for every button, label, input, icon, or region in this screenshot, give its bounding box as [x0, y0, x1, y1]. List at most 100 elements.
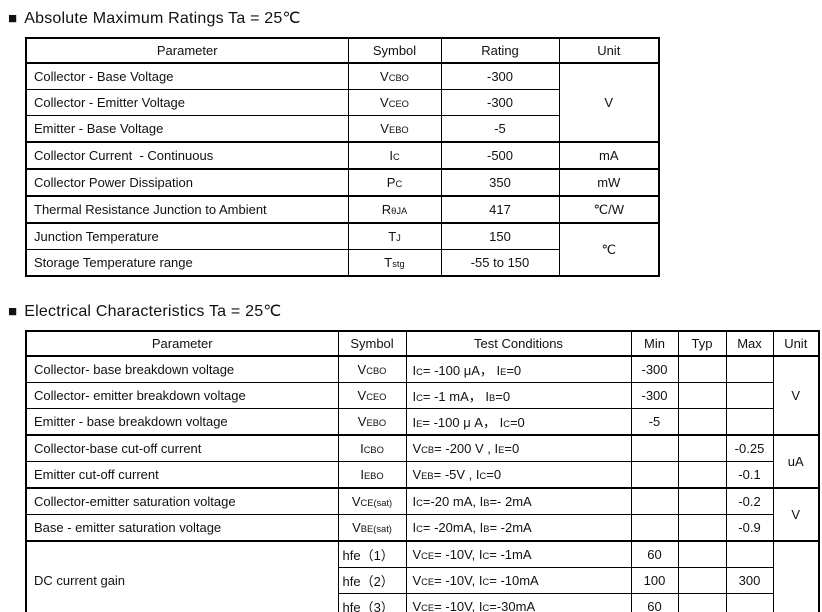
typ-cell: [677, 408, 727, 436]
parameter-cell: Junction Temperature: [25, 222, 349, 250]
min-cell: 60: [630, 593, 679, 612]
typ-cell: [677, 567, 727, 594]
rating-cell: 350: [440, 168, 560, 197]
max-cell: -0.2: [725, 487, 774, 515]
symbol-cell: RθJA: [347, 195, 442, 224]
rating-cell: -300: [440, 89, 560, 116]
table-header-row: Parameter Symbol Test Conditions Min Typ…: [25, 330, 820, 357]
unit-cell: mW: [558, 168, 660, 197]
conditions-cell: IC=-20 mA, IB=- 2mA: [405, 487, 632, 515]
typ-cell: [677, 593, 727, 612]
typ-cell: [677, 434, 727, 462]
rating-cell: -55 to 150: [440, 249, 560, 277]
typ-cell: [677, 540, 727, 568]
unit-cell: V: [772, 487, 820, 542]
symbol-cell: ICBO: [337, 434, 407, 462]
col-header-rating: Rating: [440, 37, 560, 64]
symbol-cell: PC: [347, 168, 442, 197]
symbol-cell: VCBO: [347, 62, 442, 90]
col-header-unit: Unit: [772, 330, 820, 357]
unit-cell: ℃/W: [558, 195, 660, 224]
max-cell: -0.1: [725, 461, 774, 489]
parameter-cell: Collector - Base Voltage: [25, 62, 349, 90]
col-header-unit: Unit: [558, 37, 660, 64]
symbol-cell: VEBO: [337, 408, 407, 436]
electrical-characteristics-table: Parameter Symbol Test Conditions Min Typ…: [25, 330, 820, 612]
table-row: Emitter cut-off current IEBO VEB= -5V , …: [25, 461, 819, 489]
symbol-cell: VCEO: [347, 89, 442, 116]
section-title-absolute-maximum-ratings: ■ Absolute Maximum Ratings Ta = 25℃: [8, 8, 822, 28]
col-header-test-conditions: Test Conditions: [405, 330, 632, 357]
section-bullet-icon: ■: [8, 10, 18, 27]
rating-cell: -500: [440, 141, 560, 170]
rating-cell: 417: [440, 195, 560, 224]
col-header-max: Max: [725, 330, 774, 357]
col-header-parameter: Parameter: [25, 330, 339, 357]
max-cell: [725, 382, 774, 409]
conditions-cell: VCE= -10V, IC=-30mA: [405, 593, 632, 612]
min-cell: [630, 434, 679, 462]
table-row: Collector - Base Voltage VCBO -300 V: [25, 62, 660, 143]
min-cell: -300: [630, 382, 679, 409]
min-cell: [630, 514, 679, 542]
unit-cell: mA: [558, 141, 660, 170]
parameter-cell: Collector Current - Continuous: [25, 141, 349, 170]
typ-cell: [677, 382, 727, 409]
parameter-cell: Emitter - base breakdown voltage: [25, 408, 339, 436]
table-row: hfe（2） VCE= -10V, IC= -10mA 100 300: [26, 567, 819, 594]
max-cell: [725, 540, 774, 568]
conditions-cell: IC= -1 mA， IB=0: [405, 382, 632, 409]
col-header-min: Min: [630, 330, 679, 357]
parameter-cell: Collector - Emitter Voltage: [25, 89, 349, 116]
rating-cell: 150: [440, 222, 560, 250]
absolute-maximum-ratings-table: Parameter Symbol Rating Unit Collector -…: [25, 37, 660, 277]
col-header-parameter: Parameter: [25, 37, 349, 64]
parameter-cell: Thermal Resistance Junction to Ambient: [25, 195, 349, 224]
col-header-symbol: Symbol: [337, 330, 407, 357]
max-cell: [725, 408, 774, 436]
rating-cell: -300: [440, 62, 560, 90]
parameter-cell: Emitter cut-off current: [25, 461, 339, 489]
conditions-cell: VCB= -200 V , IE=0: [405, 434, 632, 462]
parameter-cell: Collector-base cut-off current: [25, 434, 339, 462]
conditions-cell: IC= -100 μA， IE=0: [405, 355, 632, 383]
section-title-text: Absolute Maximum Ratings Ta = 25℃: [24, 10, 301, 27]
parameter-cell: Collector-emitter saturation voltage: [25, 487, 339, 515]
parameter-cell: Storage Temperature range: [25, 249, 349, 277]
min-cell: [630, 487, 679, 515]
table-header: Parameter Symbol Rating Unit: [25, 37, 660, 64]
table-row: Junction Temperature TJ 150 ℃: [25, 222, 660, 277]
table-row: Base - emitter saturation voltage VBE(sa…: [25, 514, 819, 542]
table-row: Collector - Emitter Voltage VCEO -300: [25, 89, 659, 116]
min-cell: 100: [630, 567, 679, 594]
min-cell: -300: [630, 355, 679, 383]
conditions-cell: VEB= -5V , IC=0: [405, 461, 632, 489]
table-row: Collector Power Dissipation PC 350 mW: [25, 168, 660, 197]
section-title-electrical-characteristics: ■ Electrical Characteristics Ta = 25℃: [8, 301, 822, 321]
table-row: Collector- base breakdown voltage VCBO I…: [25, 355, 820, 436]
min-cell: -5: [630, 408, 679, 436]
symbol-cell: Tstg: [347, 249, 442, 277]
symbol-cell: VCBO: [337, 355, 407, 383]
conditions-cell: VCE= -10V, IC= -1mA: [405, 540, 632, 568]
max-cell: -0.25: [725, 434, 774, 462]
conditions-cell: VCE= -10V, IC= -10mA: [405, 567, 632, 594]
symbol-cell: hfe（2）: [337, 567, 407, 594]
symbol-cell: TJ: [347, 222, 442, 250]
datasheet-page: { "document": { "colors": { "background"…: [0, 8, 822, 612]
unit-cell: ℃: [558, 222, 660, 277]
symbol-cell: VCEO: [337, 382, 407, 409]
parameter-cell: DC current gain: [25, 540, 339, 612]
max-cell: [725, 355, 774, 383]
unit-cell: V: [558, 62, 660, 143]
unit-cell: [772, 540, 820, 612]
typ-cell: [677, 461, 727, 489]
symbol-cell: hfe（3）: [337, 593, 407, 612]
table-row: Collector-emitter saturation voltage VCE…: [25, 487, 820, 542]
typ-cell: [677, 355, 727, 383]
parameter-cell: Base - emitter saturation voltage: [25, 514, 339, 542]
table-row: DC current gain hfe（1） VCE= -10V, IC= -1…: [25, 540, 820, 612]
min-cell: 60: [630, 540, 679, 568]
table-row: Storage Temperature range Tstg -55 to 15…: [25, 249, 659, 277]
parameter-cell: Collector Power Dissipation: [25, 168, 349, 197]
